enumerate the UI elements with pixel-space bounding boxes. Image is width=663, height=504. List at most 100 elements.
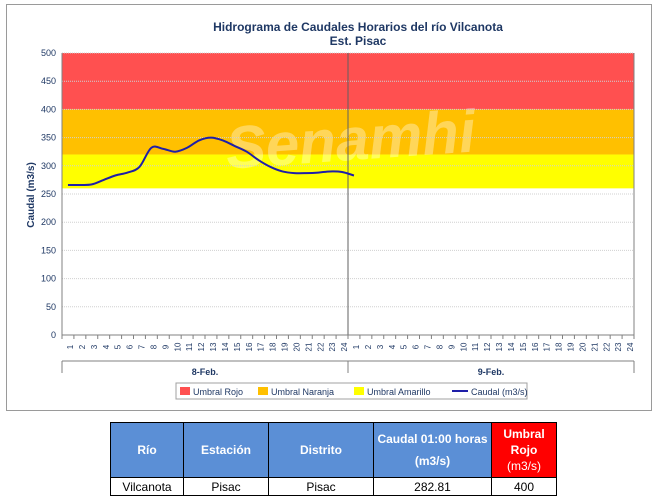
series-line-caudal <box>67 136 355 187</box>
data-point <box>103 179 104 180</box>
x-tick-label: 22 <box>602 342 611 351</box>
data-point <box>246 151 247 152</box>
data-point <box>210 137 211 138</box>
data-point <box>294 173 295 174</box>
cell-rio: Vilcanota <box>110 477 184 496</box>
data-point <box>175 151 176 152</box>
x-tick-label: 19 <box>567 342 576 351</box>
x-tick-label: 8 <box>149 344 158 349</box>
x-tick-label: 6 <box>412 344 421 349</box>
x-tick-label: 17 <box>257 342 266 351</box>
x-tick-label: 11 <box>185 342 194 351</box>
x-tick-label: 1 <box>352 344 361 349</box>
x-tick-label: 19 <box>281 342 290 351</box>
legend-label: Umbral Rojo <box>193 387 243 397</box>
data-point <box>353 175 354 176</box>
y-tick-label: 50 <box>46 302 56 312</box>
day-label: 8-Feb. <box>192 367 219 377</box>
data-point <box>91 184 92 185</box>
header-caudal-line2: (m3/s) <box>414 454 451 468</box>
x-tick-label: 6 <box>126 344 135 349</box>
x-tick-label: 10 <box>173 342 182 351</box>
x-tick-label: 18 <box>555 342 564 351</box>
y-tick-label: 200 <box>41 217 56 227</box>
x-tick-label: 4 <box>102 344 111 349</box>
x-tick-label: 1 <box>66 344 75 349</box>
cell-distrito: Pisac <box>268 477 374 496</box>
y-tick-label: 300 <box>41 161 56 171</box>
x-tick-label: 14 <box>221 342 230 351</box>
x-tick-label: 13 <box>495 342 504 351</box>
x-tick-label: 24 <box>626 342 635 351</box>
data-point <box>127 172 128 173</box>
chart-title: Hidrograma de Caudales Horarios del río … <box>213 20 503 34</box>
x-tick-label: 8 <box>435 344 444 349</box>
data-point <box>115 175 116 176</box>
header-rio: Río <box>110 422 184 478</box>
x-tick-label: 16 <box>245 342 254 351</box>
data-point <box>199 140 200 141</box>
x-tick-label: 23 <box>328 342 337 351</box>
data-point <box>234 146 235 147</box>
x-tick-label: 2 <box>78 344 87 349</box>
data-point <box>163 148 164 149</box>
cell-caudal: 282.81 <box>373 477 492 496</box>
x-tick-label: 23 <box>614 342 623 351</box>
x-tick-label: 9 <box>161 344 170 349</box>
y-tick-label: 450 <box>41 76 56 86</box>
data-point <box>342 172 343 173</box>
x-tick-label: 7 <box>138 344 147 349</box>
data-point <box>67 184 68 185</box>
x-tick-label: 5 <box>114 344 123 349</box>
data-point <box>270 166 271 167</box>
legend-label: Umbral Naranja <box>271 387 334 397</box>
data-point <box>282 171 283 172</box>
data-point <box>187 147 188 148</box>
data-point <box>151 147 152 148</box>
table-header-row: Río Estación Distrito Caudal 01:00 horas… <box>110 422 557 478</box>
y-tick-label: 150 <box>41 245 56 255</box>
x-tick-label: 3 <box>90 344 99 349</box>
x-tick-label: 21 <box>590 342 599 351</box>
x-tick-label: 15 <box>233 342 242 351</box>
legend-label: Caudal (m3/s) <box>471 387 528 397</box>
legend-swatch <box>354 387 364 395</box>
data-point <box>318 172 319 173</box>
header-distrito: Distrito <box>268 422 374 478</box>
x-tick-label: 7 <box>424 344 433 349</box>
y-tick-label: 500 <box>41 48 56 58</box>
x-tick-label: 21 <box>304 342 313 351</box>
x-tick-label: 9 <box>447 344 456 349</box>
legend-label: Umbral Amarillo <box>367 387 431 397</box>
header-umbral-line3: (m3/s) <box>507 459 541 473</box>
x-tick-label: 20 <box>292 342 301 351</box>
x-tick-label: 5 <box>400 344 409 349</box>
header-umbral-rojo: Umbral Rojo (m3/s) <box>491 422 557 478</box>
x-tick-label: 24 <box>340 342 349 351</box>
chart-subtitle: Est. Pisac <box>330 34 387 48</box>
header-umbral-line2: Rojo <box>510 443 538 457</box>
data-point <box>222 140 223 141</box>
x-tick-label: 22 <box>316 342 325 351</box>
x-tick-label: 3 <box>376 344 385 349</box>
header-caudal-line1: Caudal 01:00 horas <box>377 432 488 446</box>
x-tick-label: 4 <box>388 344 397 349</box>
cell-umbral-rojo: 400 <box>491 477 557 496</box>
data-point <box>306 173 307 174</box>
x-tick-label: 11 <box>471 342 480 351</box>
data-point <box>330 171 331 172</box>
x-tick-label: 20 <box>578 342 587 351</box>
chart-frame: Senamhi 0 50 100 150 200 250 300 350 400 450 500 1 2… <box>6 4 652 411</box>
header-estacion: Estación <box>183 422 269 478</box>
data-point <box>258 160 259 161</box>
legend-swatch <box>180 387 190 395</box>
x-tick-label: 18 <box>269 342 278 351</box>
header-umbral-line1: Umbral <box>503 427 545 441</box>
station-table: Río Estación Distrito Caudal 01:00 horas… <box>110 422 557 496</box>
day-label: 9-Feb. <box>478 367 505 377</box>
x-tick-label: 15 <box>519 342 528 351</box>
x-tick-label: 17 <box>543 342 552 351</box>
x-tick-label: 10 <box>459 342 468 351</box>
y-tick-label: 350 <box>41 133 56 143</box>
